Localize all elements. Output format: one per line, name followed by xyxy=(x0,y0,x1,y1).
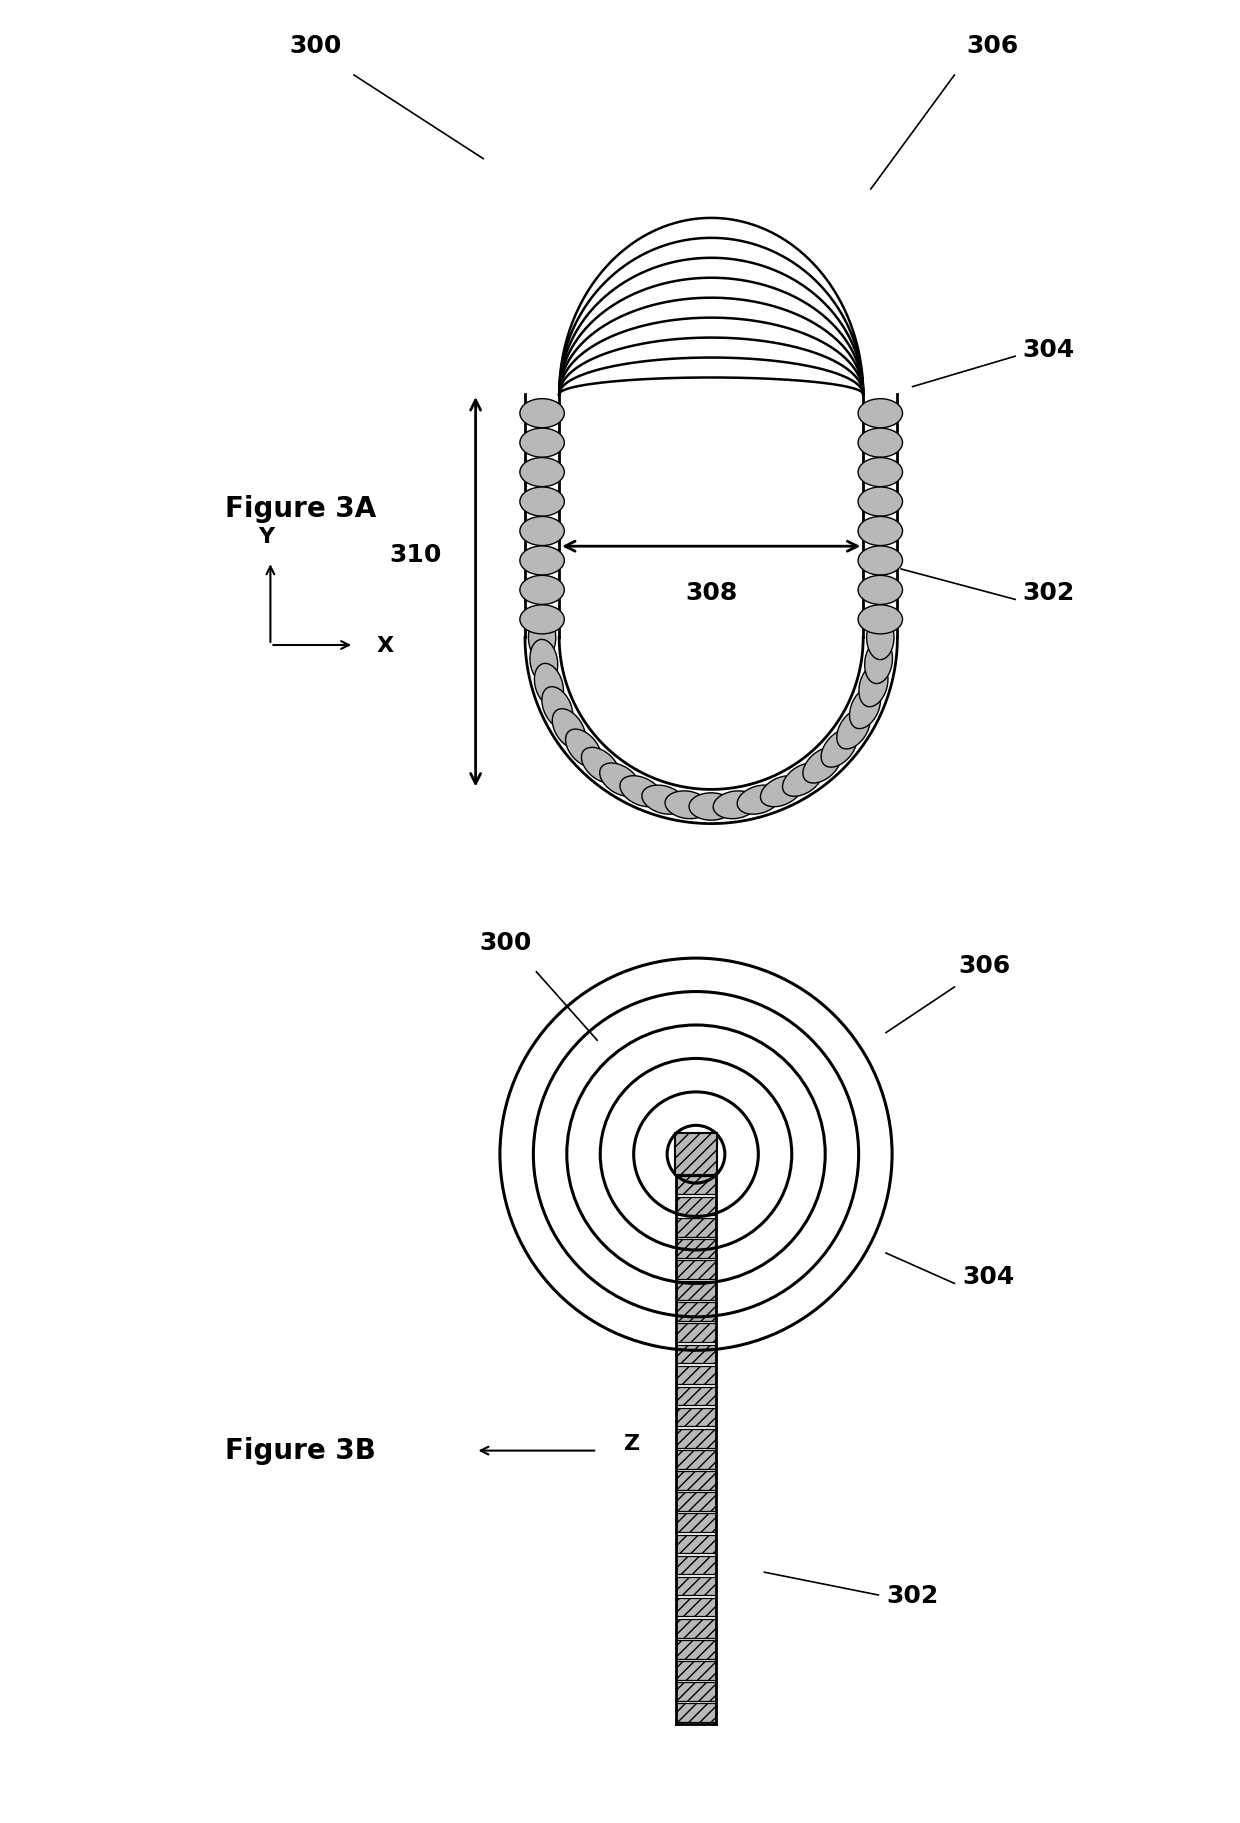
Ellipse shape xyxy=(665,791,709,819)
Bar xyxy=(676,1345,715,1364)
Text: X: X xyxy=(377,636,394,656)
Bar xyxy=(676,1407,715,1427)
Ellipse shape xyxy=(782,764,822,797)
Text: Figure 3A: Figure 3A xyxy=(224,494,376,523)
Text: 308: 308 xyxy=(684,582,738,605)
Bar xyxy=(676,1599,715,1617)
Bar xyxy=(676,1471,715,1489)
Text: 306: 306 xyxy=(959,953,1011,977)
Ellipse shape xyxy=(528,616,556,660)
Ellipse shape xyxy=(737,786,780,815)
Bar xyxy=(676,1577,715,1595)
Ellipse shape xyxy=(529,640,558,684)
Bar xyxy=(676,1535,715,1553)
Ellipse shape xyxy=(642,786,686,815)
Bar xyxy=(676,1260,715,1280)
Ellipse shape xyxy=(864,640,893,684)
Bar xyxy=(676,1555,715,1575)
Ellipse shape xyxy=(760,777,802,808)
Text: 302: 302 xyxy=(1023,580,1075,605)
Ellipse shape xyxy=(520,605,564,634)
Ellipse shape xyxy=(520,399,564,428)
Ellipse shape xyxy=(520,458,564,487)
Ellipse shape xyxy=(858,489,903,516)
Text: 304: 304 xyxy=(962,1263,1014,1289)
Bar xyxy=(676,1303,715,1322)
Bar xyxy=(676,1198,715,1216)
Bar xyxy=(675,1134,717,1176)
Ellipse shape xyxy=(520,518,564,547)
Ellipse shape xyxy=(534,664,563,707)
Ellipse shape xyxy=(858,428,903,458)
Bar xyxy=(676,1323,715,1342)
Text: Figure 3B: Figure 3B xyxy=(224,1437,376,1464)
Ellipse shape xyxy=(858,399,903,428)
Text: Z: Z xyxy=(624,1433,640,1453)
Bar xyxy=(676,1661,715,1679)
Ellipse shape xyxy=(689,793,733,820)
Ellipse shape xyxy=(858,547,903,576)
Ellipse shape xyxy=(552,709,585,749)
Ellipse shape xyxy=(867,616,894,660)
Bar xyxy=(676,1218,715,1236)
Bar xyxy=(676,1365,715,1384)
Ellipse shape xyxy=(802,747,841,784)
Bar xyxy=(676,1619,715,1637)
Bar xyxy=(676,1703,715,1723)
Ellipse shape xyxy=(713,791,758,819)
Ellipse shape xyxy=(837,709,870,749)
Bar xyxy=(676,1451,715,1469)
Text: 310: 310 xyxy=(389,543,441,567)
Text: 300: 300 xyxy=(290,35,342,58)
Ellipse shape xyxy=(859,664,888,707)
Ellipse shape xyxy=(542,687,573,729)
Ellipse shape xyxy=(565,729,601,767)
Ellipse shape xyxy=(620,777,662,808)
Bar xyxy=(676,1282,715,1300)
Bar xyxy=(676,1641,715,1659)
Text: 306: 306 xyxy=(966,35,1018,58)
Ellipse shape xyxy=(858,458,903,487)
Bar xyxy=(676,1387,715,1406)
Bar xyxy=(676,1240,715,1258)
Ellipse shape xyxy=(520,576,564,605)
Text: 302: 302 xyxy=(887,1582,939,1608)
Ellipse shape xyxy=(520,428,564,458)
Ellipse shape xyxy=(858,605,903,634)
Ellipse shape xyxy=(520,489,564,516)
Ellipse shape xyxy=(821,729,857,767)
Text: 304: 304 xyxy=(1023,337,1075,361)
Ellipse shape xyxy=(600,764,640,797)
Bar xyxy=(676,1683,715,1701)
Text: 300: 300 xyxy=(480,930,532,955)
Bar xyxy=(676,1493,715,1511)
Ellipse shape xyxy=(849,687,880,729)
Ellipse shape xyxy=(520,547,564,576)
Ellipse shape xyxy=(582,747,620,784)
Ellipse shape xyxy=(858,518,903,547)
Text: Y: Y xyxy=(258,527,275,547)
Ellipse shape xyxy=(858,576,903,605)
Bar xyxy=(676,1513,715,1531)
Bar xyxy=(676,1429,715,1447)
Bar xyxy=(676,1176,715,1194)
